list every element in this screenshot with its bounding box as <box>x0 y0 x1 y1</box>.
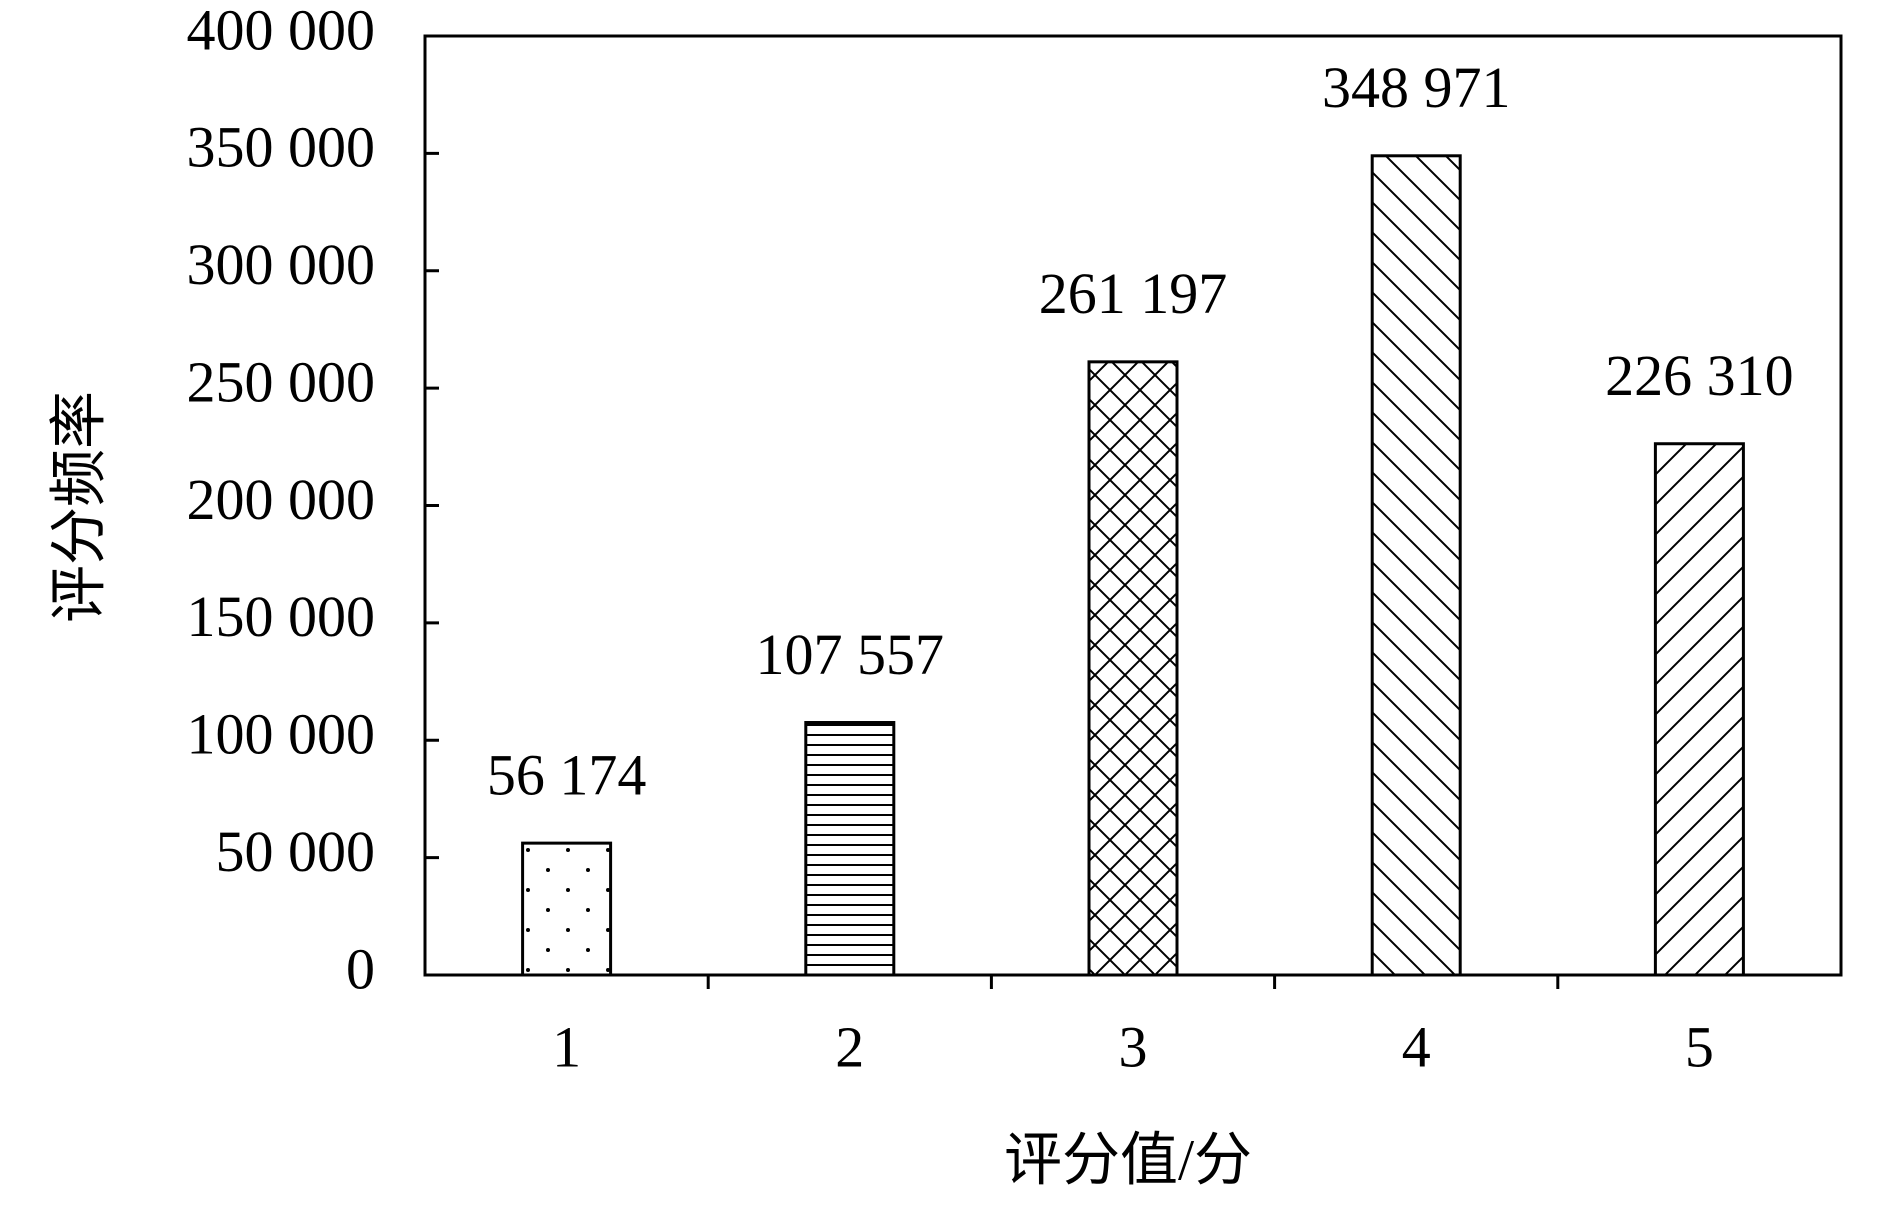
value-label: 348 971 <box>1322 55 1511 120</box>
y-tick-label: 100 000 <box>187 702 376 767</box>
value-label: 261 197 <box>1039 261 1228 326</box>
x-tick-label: 5 <box>1685 1014 1714 1079</box>
x-tick-label: 3 <box>1119 1014 1148 1079</box>
y-tick-label: 0 <box>346 936 375 1001</box>
value-label: 56 174 <box>487 742 647 807</box>
x-tick-label: 1 <box>552 1014 581 1079</box>
bar <box>804 721 896 977</box>
bar <box>1653 442 1745 977</box>
y-tick-label: 300 000 <box>187 232 376 297</box>
y-tick-label: 250 000 <box>187 349 376 414</box>
y-tick-label: 400 000 <box>187 0 376 62</box>
y-tick-label: 50 000 <box>216 819 376 884</box>
x-axis-title: 评分值/分 <box>1004 1127 1252 1192</box>
x-tick-label: 2 <box>835 1014 864 1079</box>
bar <box>1370 154 1462 977</box>
y-tick-label: 150 000 <box>187 584 376 649</box>
x-tick-label: 4 <box>1402 1014 1431 1079</box>
value-label: 226 310 <box>1605 343 1794 408</box>
bar <box>1087 360 1179 977</box>
bar <box>521 841 613 977</box>
y-tick-label: 200 000 <box>187 467 376 532</box>
value-label: 107 557 <box>756 622 945 687</box>
y-tick-label: 350 000 <box>187 115 376 180</box>
y-axis-title: 评分频率 <box>46 391 111 623</box>
